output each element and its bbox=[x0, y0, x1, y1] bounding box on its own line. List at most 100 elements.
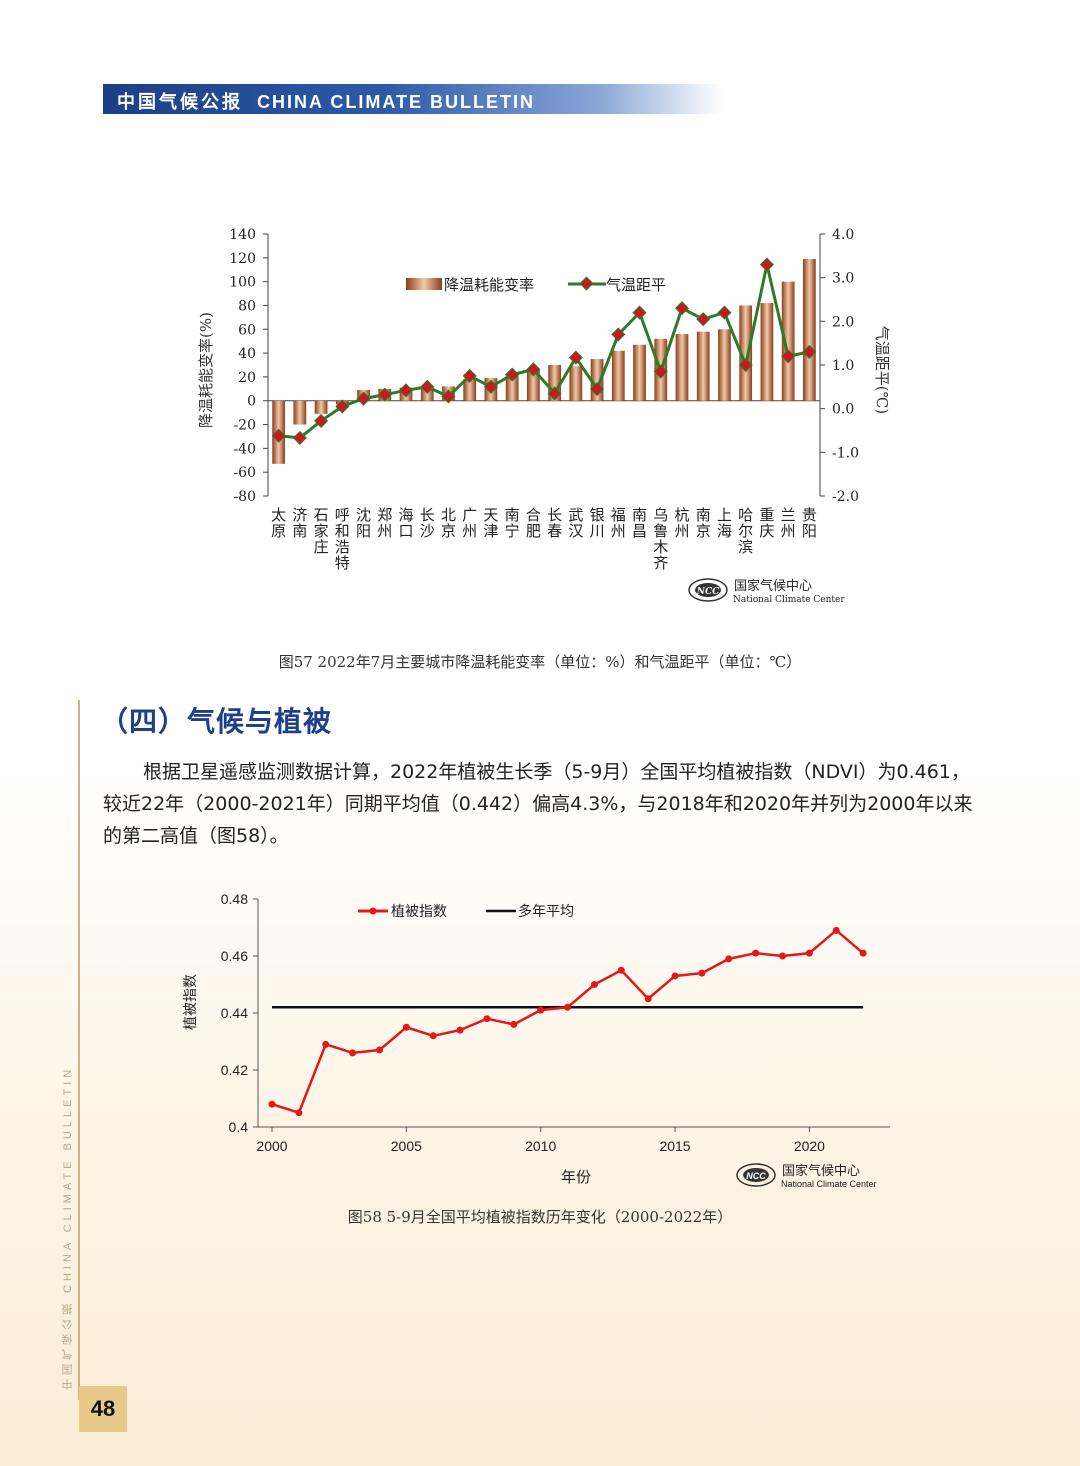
ndvi-point bbox=[805, 949, 813, 957]
ndvi-point bbox=[295, 1109, 303, 1117]
x-tick-label: 2015 bbox=[659, 1138, 690, 1154]
temp-anomaly-point bbox=[759, 257, 774, 272]
x-tick-label: 合肥 bbox=[526, 506, 541, 540]
side-label: 中国气候公报 CHINA CLIMATE BULLETIN bbox=[60, 1000, 74, 1390]
section-paragraph: 根据卫星遥感监测数据计算，2022年植被生长季（5-9月）全国平均植被指数（ND… bbox=[103, 761, 973, 847]
ndvi-point bbox=[752, 949, 760, 957]
x-tick-label: 上海 bbox=[717, 506, 732, 540]
bar bbox=[760, 303, 774, 401]
x-tick-label: 天津 bbox=[483, 506, 498, 540]
ndvi-point bbox=[859, 949, 867, 957]
temp-anomaly-point bbox=[483, 379, 498, 394]
figure-57-caption: 图57 2022年7月主要城市降温耗能变率（单位：%）和气温距平（单位：℃） bbox=[278, 653, 802, 671]
y-tick-label: 140 bbox=[229, 227, 256, 243]
temp-anomaly-point bbox=[398, 383, 414, 398]
section-title: （四）气候与植被 bbox=[100, 705, 333, 738]
bar bbox=[611, 350, 625, 401]
header-bar: 中国气候公报 CHINA CLIMATE BULLETIN bbox=[103, 84, 723, 114]
temp-anomaly-point bbox=[717, 305, 732, 320]
x-tick-label: 沈阳 bbox=[356, 506, 371, 540]
logo-abbr: NCC bbox=[746, 1171, 766, 1181]
ndvi-point bbox=[375, 1046, 383, 1054]
page-number: 48 bbox=[79, 1386, 127, 1432]
temp-anomaly-point bbox=[420, 379, 435, 394]
y-tick-label: 0.42 bbox=[221, 1062, 248, 1078]
temp-anomaly-point bbox=[632, 305, 647, 320]
header-title: 中国气候公报 CHINA CLIMATE BULLETIN bbox=[117, 88, 535, 114]
temp-anomaly-point bbox=[653, 364, 668, 379]
temp-anomaly-point bbox=[674, 301, 690, 316]
y2-tick-label: 0.0 bbox=[832, 402, 854, 418]
ndvi-point bbox=[590, 981, 598, 988]
x-tick-label: 兰州 bbox=[781, 506, 796, 540]
bar bbox=[527, 369, 540, 401]
y-tick-label: 0.4 bbox=[229, 1119, 249, 1135]
x-tick-label: 太原 bbox=[271, 506, 286, 540]
x-tick-label: 南昌 bbox=[632, 506, 647, 540]
y2-tick-label: 1.0 bbox=[832, 358, 854, 374]
y-tick-label: 0 bbox=[247, 394, 256, 410]
temp-anomaly-point bbox=[568, 350, 583, 365]
temp-anomaly-point bbox=[441, 389, 456, 404]
ndvi-point bbox=[510, 1020, 518, 1028]
fig58-ylabel: 植被指数 bbox=[183, 974, 199, 1030]
y-tick-label: 0.44 bbox=[221, 1005, 248, 1021]
ndvi-point bbox=[402, 1023, 410, 1031]
header-title-cn: 中国气候公报 bbox=[117, 92, 243, 113]
temp-anomaly-point bbox=[526, 362, 541, 377]
x-tick-label: 重庆 bbox=[759, 506, 774, 540]
temp-anomaly-point bbox=[335, 399, 350, 414]
ndvi-point bbox=[779, 952, 787, 960]
x-tick-label: 福州 bbox=[611, 506, 626, 540]
x-tick-label: 杭州 bbox=[674, 506, 689, 540]
y-tick-label: -20 bbox=[233, 418, 256, 434]
y2-tick-label: 4.0 bbox=[832, 227, 854, 243]
ndvi-point bbox=[483, 1015, 491, 1023]
x-tick-label: 呼和浩特 bbox=[335, 506, 350, 572]
x-tick-label: 长沙 bbox=[420, 506, 435, 540]
legend-line-marker bbox=[579, 276, 594, 291]
x-tick-label: 海口 bbox=[398, 506, 413, 540]
ndvi-point bbox=[725, 955, 733, 963]
y-tick-label: -60 bbox=[233, 465, 256, 481]
x-tick-label: 乌鲁木齐 bbox=[653, 506, 668, 572]
y2-tick-label: -1.0 bbox=[832, 445, 859, 461]
temp-anomaly-point bbox=[356, 391, 371, 406]
bar bbox=[675, 334, 689, 401]
y-tick-label: 60 bbox=[238, 322, 256, 338]
temp-anomaly-point bbox=[462, 368, 477, 383]
logo-cn: 国家气候中心 bbox=[734, 578, 812, 594]
header-title-en: CHINA CLIMATE BULLETIN bbox=[257, 92, 535, 112]
y-tick-label: 40 bbox=[238, 346, 256, 362]
ndvi-point bbox=[644, 995, 652, 1003]
y-tick-label: 0.48 bbox=[221, 891, 248, 907]
logo-en: National Climate Center bbox=[781, 1179, 877, 1189]
x-tick-label: 贵阳 bbox=[802, 506, 817, 540]
bar bbox=[293, 400, 307, 425]
side-label-en: CHINA CLIMATE BULLETIN bbox=[62, 1065, 74, 1293]
side-rule bbox=[78, 700, 80, 1400]
legend-ndvi-marker bbox=[369, 907, 377, 915]
y2-tick-label: -2.0 bbox=[832, 489, 859, 505]
ndvi-point bbox=[429, 1032, 437, 1040]
ndvi-line bbox=[271, 928, 864, 1115]
bar bbox=[696, 331, 710, 401]
y-tick-label: 80 bbox=[238, 298, 256, 314]
fig57-ylabel: 降温耗能变率(%) bbox=[197, 312, 215, 428]
x-tick-label: 银川 bbox=[590, 506, 605, 540]
x-tick-label: 广州 bbox=[462, 506, 477, 540]
x-tick-label: 石家庄 bbox=[314, 506, 329, 556]
x-tick-label: 济南 bbox=[292, 506, 307, 540]
ndvi-point bbox=[349, 1049, 357, 1057]
ndvi-point bbox=[268, 1100, 276, 1108]
y-tick-label: -80 bbox=[233, 489, 256, 505]
temp-anomaly-point bbox=[590, 381, 605, 397]
ndvi-point bbox=[564, 1003, 572, 1011]
y-tick-label: 0.46 bbox=[221, 948, 248, 964]
x-tick-label: 哈尔滨 bbox=[738, 506, 753, 556]
y-tick-label: -40 bbox=[233, 441, 256, 457]
y2-tick-label: 2.0 bbox=[832, 314, 854, 330]
ndvi-point bbox=[698, 969, 706, 977]
x-tick-label: 2005 bbox=[391, 1138, 422, 1154]
